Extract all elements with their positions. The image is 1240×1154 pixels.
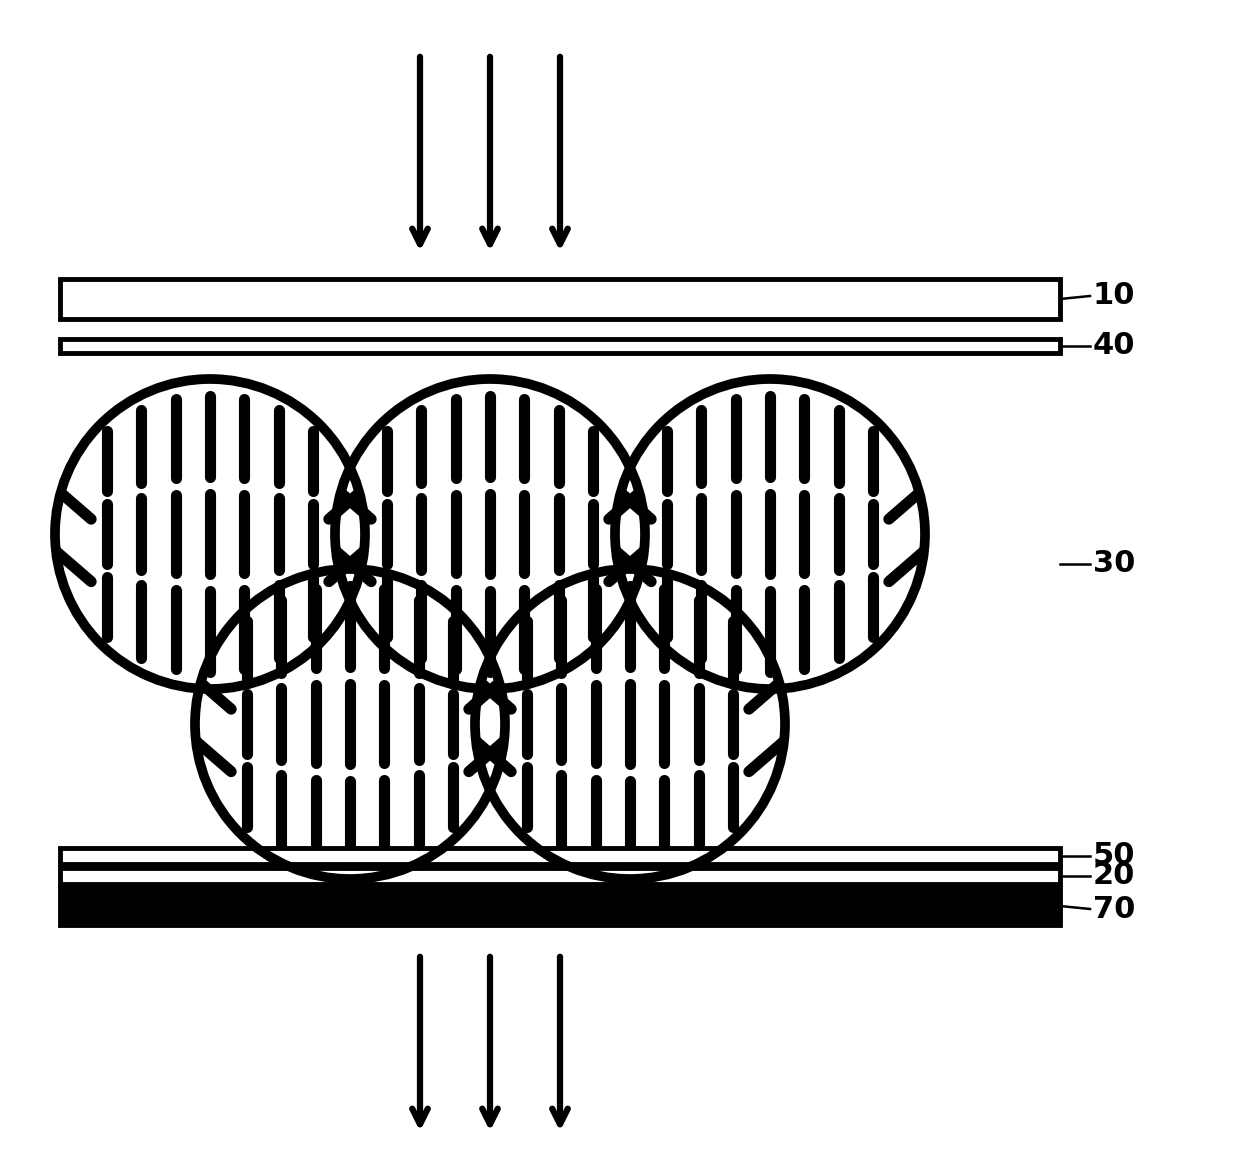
Text: 30: 30 <box>1092 549 1136 578</box>
Bar <box>60 848 1060 864</box>
Circle shape <box>615 379 925 689</box>
Text: 10: 10 <box>1092 282 1136 310</box>
Text: 40: 40 <box>1092 331 1136 360</box>
Bar <box>60 868 1060 884</box>
Bar <box>60 339 1060 353</box>
Text: 20: 20 <box>1092 862 1136 891</box>
Text: 70: 70 <box>1092 894 1136 923</box>
Text: 50: 50 <box>1092 841 1136 870</box>
Circle shape <box>335 379 645 689</box>
Bar <box>60 887 1060 926</box>
Circle shape <box>475 569 785 879</box>
Circle shape <box>195 569 505 879</box>
Bar <box>60 279 1060 319</box>
Circle shape <box>55 379 365 689</box>
